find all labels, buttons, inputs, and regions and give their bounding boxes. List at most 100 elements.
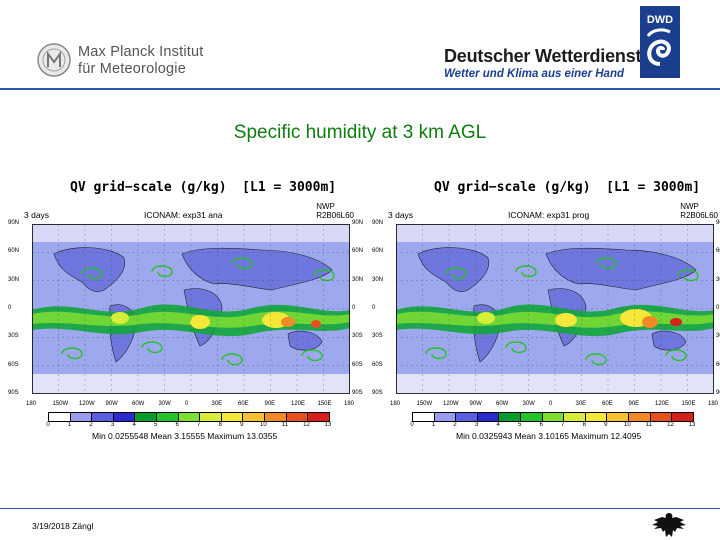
- colorbar-tick: 13: [324, 422, 332, 428]
- panel-title: QV grid−scale (g/kg) [L1 = 3000m]: [70, 180, 337, 195]
- mpi-name: Max Planck Institut für Meteorologie: [78, 44, 204, 78]
- dwd-logo-icon: DWD: [640, 6, 680, 78]
- latitude-label: 0: [352, 305, 356, 311]
- moisture-swirl: [677, 269, 699, 282]
- longitude-label: 120W: [79, 401, 95, 407]
- colorbar-swatch: [157, 413, 179, 421]
- latitude-label: 60N: [352, 248, 364, 255]
- colorbar-tick: 10: [260, 422, 267, 428]
- moisture-cell: [555, 313, 577, 327]
- latitude-label: 30N: [716, 276, 720, 283]
- panel-nwp-line1: NWP: [680, 202, 699, 211]
- moisture-swirl: [301, 349, 323, 362]
- longitude-label: 120E: [291, 401, 306, 407]
- colorbar-swatch: [542, 413, 565, 421]
- colorbar-swatch: [70, 413, 93, 421]
- latitude-label: 90S: [8, 390, 19, 396]
- longitude-label: 120W: [443, 401, 459, 407]
- colorbar-swatch: [456, 413, 478, 421]
- continent-shape: [181, 247, 333, 291]
- moisture-swirl: [221, 353, 243, 366]
- panel-stats: Min 0.0325943 Mean 3.10165 Maximum 12.40…: [456, 431, 642, 441]
- colorbar-swatch: [672, 413, 693, 421]
- colorbar-swatch: [434, 413, 457, 421]
- colorbar-swatch: [607, 413, 630, 421]
- panel-stats: Min 0.0255548 Mean 3.15555 Maximum 13.03…: [92, 431, 278, 441]
- latitude-label: 0: [372, 305, 376, 311]
- latitude-label: 30S: [352, 333, 363, 340]
- colorbar-tick: 3: [474, 422, 479, 428]
- moisture-swirl: [141, 341, 163, 354]
- panel-days: 3 days: [24, 210, 50, 220]
- colorbar-tick: 5: [518, 422, 522, 428]
- longitude-label: 60E: [238, 401, 249, 407]
- colorbar-swatch: [585, 413, 608, 421]
- federal-eagle-icon: [652, 513, 686, 537]
- colorbar-swatch: [243, 413, 266, 421]
- moisture-cell: [670, 318, 682, 326]
- longitude-label: 30W: [158, 401, 171, 407]
- longitude-label: 60W: [132, 401, 145, 407]
- panel-nwp: NWP R2B06L60: [316, 202, 354, 220]
- colorbar-tick: 3: [110, 422, 115, 428]
- latitude-label: 30S: [372, 333, 383, 340]
- colorbar-tick: 5: [154, 422, 158, 428]
- colorbar-ticks: 0 1 2 3 4 5 6 7 8 9 10 11 12 13: [410, 422, 695, 430]
- longitude-label: 60E: [602, 401, 613, 407]
- latitude-label: 30N: [8, 276, 20, 283]
- latitude-label: 90N: [716, 220, 720, 226]
- longitude-label: 120E: [655, 401, 670, 407]
- panel-title: QV grid−scale (g/kg) [L1 = 3000m]: [434, 180, 701, 195]
- latitude-label: 60S: [716, 361, 720, 368]
- colorbar-swatch: [413, 413, 435, 421]
- colorbar-tick: 12: [303, 422, 310, 428]
- moisture-swirl: [313, 269, 335, 282]
- colorbar-swatch: [265, 413, 287, 421]
- longitude-label: 30W: [522, 401, 535, 407]
- longitude-label: 150E: [681, 401, 696, 407]
- panel-experiment: ICONAM: exp31 prog: [508, 210, 590, 220]
- moisture-swirl: [231, 257, 253, 270]
- latitude-label: 30S: [716, 333, 720, 340]
- colorbar-swatch: [221, 413, 244, 421]
- longitude-label: 180: [390, 401, 401, 407]
- latitude-label: 60S: [372, 361, 383, 368]
- polar-dry-north: [396, 224, 714, 242]
- moisture-cell: [477, 312, 495, 324]
- mpi-name-line2: für Meteorologie: [78, 61, 186, 77]
- longitude-label: 180: [26, 401, 37, 407]
- colorbar-tick: 6: [539, 422, 543, 428]
- colorbar: [412, 412, 694, 422]
- header-divider: [0, 88, 720, 90]
- moisture-cell: [111, 312, 129, 324]
- dwd-name: Deutscher Wetterdienst: [444, 46, 642, 66]
- slide-title: Specific humidity at 3 km AGL: [233, 122, 487, 143]
- continent-shape: [545, 247, 697, 291]
- longitude-label: 90W: [469, 401, 482, 407]
- colorbar-tick: 4: [132, 422, 136, 428]
- colorbar: [48, 412, 330, 422]
- longitude-label: 180: [708, 401, 719, 407]
- latitude-label: 90N: [372, 220, 384, 226]
- moisture-swirl: [61, 347, 83, 360]
- panel-experiment: ICONAM: exp31 ana: [144, 210, 223, 220]
- colorbar-tick: 1: [67, 422, 72, 428]
- continent-shape: [287, 330, 323, 351]
- colorbar-tick: 7: [197, 422, 201, 428]
- mpi-name-line1: Max Planck Institut: [78, 44, 204, 60]
- moisture-swirl: [595, 257, 617, 270]
- longitude-label: 90E: [628, 401, 640, 407]
- latitude-label: 90S: [372, 390, 383, 396]
- colorbar-swatch: [178, 413, 201, 421]
- longitude-label: 0: [185, 401, 189, 407]
- latitude-label: 90N: [352, 220, 364, 226]
- moisture-swirl: [445, 267, 467, 280]
- latitude-label: 90N: [8, 220, 20, 226]
- colorbar-tick: 1: [431, 422, 436, 428]
- footer-divider: [0, 508, 720, 509]
- colorbar-tick: 9: [604, 422, 608, 428]
- colorbar-tick: 7: [561, 422, 565, 428]
- colorbar-tick: 11: [645, 422, 653, 428]
- humidity-map: [396, 224, 714, 394]
- moisture-swirl: [515, 265, 537, 278]
